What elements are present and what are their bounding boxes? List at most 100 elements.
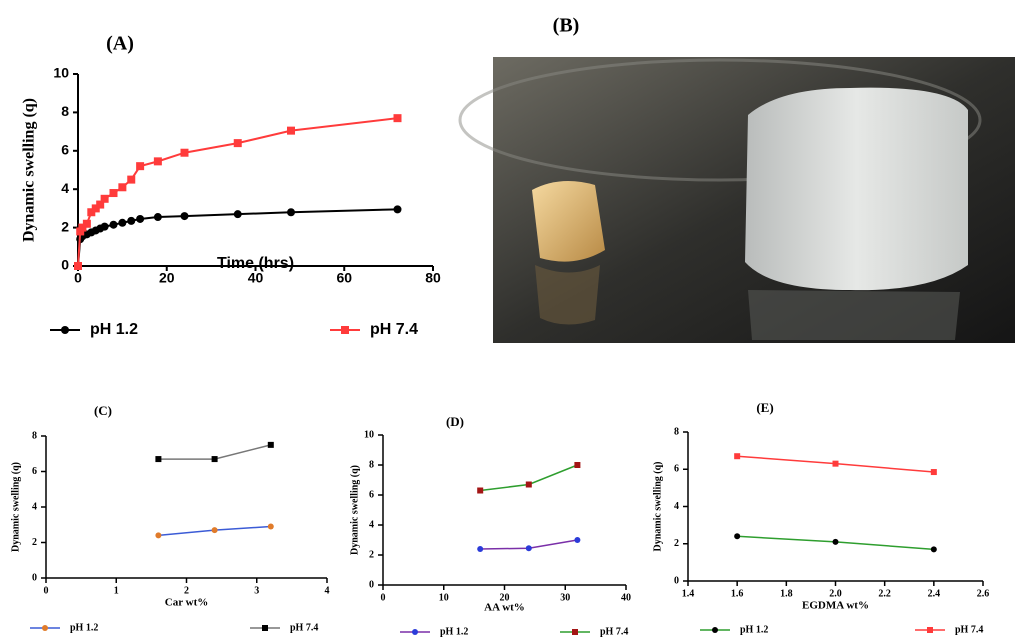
- y-tick-label: 8: [32, 430, 37, 441]
- x-axis-label: Time (hrs): [217, 255, 294, 272]
- x-axis-label: Car wt%: [165, 597, 208, 609]
- marker: [127, 216, 136, 225]
- marker: [287, 208, 295, 217]
- marker: [118, 218, 127, 227]
- dish-rim: [458, 58, 982, 182]
- x-tick-label: 2.6: [977, 588, 990, 599]
- marker: [100, 194, 109, 203]
- y-tick-label: 0: [61, 257, 69, 273]
- x-tick-label: 80: [425, 270, 441, 286]
- y-tick-label: 2: [32, 537, 37, 548]
- y-tick-label: 6: [61, 142, 69, 158]
- chart-title: (E): [756, 400, 773, 415]
- y-tick-label: 4: [61, 180, 69, 196]
- x-axis-label: AA wt%: [484, 602, 525, 614]
- marker: [287, 126, 295, 135]
- y-tick-label: 0: [674, 575, 679, 586]
- legend-label: pH 1.2: [90, 321, 138, 338]
- chart-title: (C): [94, 403, 112, 418]
- x-tick-label: 0: [381, 592, 386, 603]
- photo: [458, 57, 1015, 343]
- x-tick-label: 2.4: [928, 588, 941, 599]
- marker: [153, 213, 162, 222]
- x-tick-label: 30: [560, 592, 570, 603]
- y-tick-label: 0: [369, 579, 374, 590]
- marker: [832, 460, 839, 467]
- marker: [96, 200, 105, 209]
- legend-marker: [341, 326, 349, 334]
- marker: [180, 212, 189, 221]
- legend-marker: [572, 629, 578, 635]
- y-tick-label: 2: [61, 218, 69, 234]
- legend-label: pH 1.2: [70, 622, 98, 633]
- x-tick-label: 1.8: [780, 588, 793, 599]
- y-axis-label: Dynamic swelling (q): [10, 462, 21, 552]
- marker: [930, 546, 937, 553]
- x-tick-label: 1: [114, 585, 119, 596]
- marker: [574, 462, 581, 468]
- marker: [211, 527, 218, 534]
- x-tick-label: 2.2: [878, 588, 891, 599]
- marker: [734, 453, 741, 460]
- marker: [832, 538, 839, 545]
- marker: [393, 205, 402, 214]
- y-axis-label: Dynamic swelling (q): [21, 98, 38, 242]
- marker: [393, 114, 402, 123]
- photo-label: (B): [553, 15, 580, 37]
- x-tick-label: 60: [336, 270, 352, 286]
- y-tick-label: 8: [674, 426, 679, 437]
- y-axis-label: Dynamic swelling (q): [652, 462, 663, 552]
- x-axis-label: EGDMA wt%: [802, 600, 869, 612]
- y-tick-label: 10: [53, 65, 69, 81]
- x-tick-label: 10: [439, 592, 449, 603]
- marker: [136, 214, 145, 223]
- y-tick-label: 2: [674, 538, 679, 549]
- legend-label: pH 7.4: [370, 321, 418, 338]
- marker: [477, 546, 484, 552]
- marker: [267, 441, 274, 448]
- y-tick-label: 8: [369, 459, 374, 470]
- marker: [118, 183, 127, 192]
- marker: [930, 469, 937, 476]
- y-tick-label: 4: [32, 501, 37, 512]
- swollen-gel: [745, 87, 968, 291]
- x-tick-label: 0: [74, 270, 82, 286]
- marker: [477, 487, 484, 494]
- legend-label: pH 7.4: [600, 626, 628, 637]
- y-tick-label: 2: [369, 549, 374, 560]
- legend-label: pH 1.2: [440, 626, 468, 637]
- legend-label: pH 1.2: [740, 624, 768, 635]
- marker: [233, 139, 242, 148]
- marker: [87, 208, 96, 217]
- marker: [82, 219, 91, 228]
- dry-gel-reflection: [535, 265, 600, 325]
- legend-label: pH 7.4: [290, 622, 318, 633]
- marker: [233, 210, 242, 219]
- x-tick-label: 20: [500, 592, 510, 603]
- marker: [127, 175, 136, 184]
- y-axis-label: Dynamic swelling (q): [349, 465, 360, 555]
- marker: [180, 148, 189, 157]
- marker: [136, 162, 145, 171]
- legend-marker: [61, 326, 69, 334]
- dry-gel: [532, 181, 605, 262]
- marker: [155, 532, 162, 539]
- x-tick-label: 2: [184, 585, 189, 596]
- x-tick-label: 40: [621, 592, 631, 603]
- x-tick-label: 2.0: [829, 588, 842, 599]
- chart-title: (D): [446, 414, 464, 429]
- legend-marker: [712, 627, 718, 633]
- x-tick-label: 20: [159, 270, 175, 286]
- x-tick-label: 0: [44, 585, 49, 596]
- x-tick-label: 4: [325, 585, 330, 596]
- y-tick-label: 4: [674, 501, 679, 512]
- swollen-gel-reflection: [748, 290, 960, 340]
- legend-marker: [262, 625, 268, 631]
- marker: [267, 523, 274, 530]
- x-tick-label: 1.4: [682, 588, 695, 599]
- marker: [525, 545, 532, 552]
- y-tick-label: 6: [369, 489, 374, 500]
- marker: [734, 533, 741, 540]
